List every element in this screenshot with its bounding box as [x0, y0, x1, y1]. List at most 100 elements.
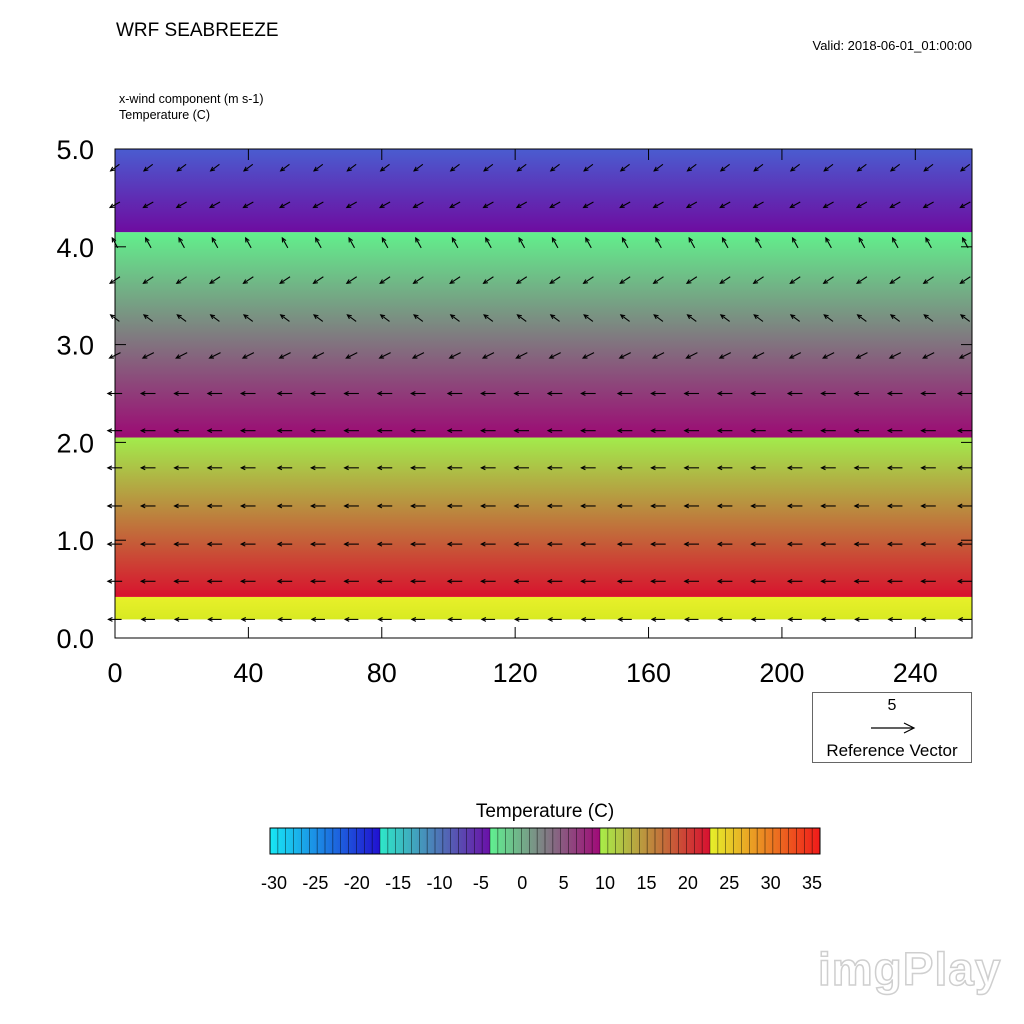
y-tick-label: 0.0	[56, 624, 94, 654]
wind-arrow	[616, 541, 633, 547]
wind-arrow	[546, 503, 563, 509]
wind-arrow	[448, 352, 461, 359]
wind-arrow	[276, 578, 293, 584]
wind-arrow	[239, 465, 256, 471]
wind-arrow	[206, 391, 223, 396]
wind-arrow	[175, 276, 187, 285]
wind-arrow	[310, 616, 326, 622]
wind-arrow	[277, 616, 292, 622]
wind-arrow	[719, 314, 730, 322]
reference-vector-label: Reference Vector	[826, 741, 958, 760]
wind-arrow	[580, 503, 596, 509]
wind-arrow	[753, 314, 764, 322]
wind-arrow	[751, 352, 765, 359]
colorbar-frame	[269, 827, 821, 855]
wind-arrow	[209, 163, 220, 172]
wind-arrow	[686, 314, 697, 322]
field-label-wind: x-wind component (m s-1)	[119, 92, 264, 106]
wind-arrow	[889, 314, 901, 322]
wind-arrow	[889, 201, 901, 209]
wind-arrow	[376, 578, 393, 584]
wind-arrow	[312, 276, 324, 285]
wind-arrow	[925, 236, 932, 249]
wind-arrow	[958, 352, 972, 359]
wind-arrow	[379, 163, 390, 172]
wind-arrow	[653, 314, 664, 322]
wind-arrow	[241, 352, 255, 359]
wind-arrow	[853, 428, 870, 434]
wind-arrow	[617, 616, 632, 622]
wind-arrow	[923, 163, 934, 172]
wind-arrow	[683, 465, 700, 471]
wind-arrow	[413, 163, 424, 172]
wind-arrow	[821, 352, 835, 359]
wind-arrow	[685, 352, 698, 359]
plot-title: WRF SEABREEZE	[116, 20, 279, 41]
wind-arrow	[650, 541, 666, 547]
temperature-layer	[115, 437, 972, 597]
wind-arrow	[312, 201, 324, 209]
wind-arrow	[480, 465, 496, 471]
wind-arrow	[755, 236, 762, 249]
temperature-layers	[115, 149, 972, 638]
wind-arrow	[820, 616, 836, 622]
wind-arrow	[480, 428, 496, 434]
wind-arrow	[825, 236, 832, 249]
wind-arrow	[956, 541, 973, 547]
wind-arrow	[685, 201, 698, 209]
temperature-layer	[115, 149, 972, 233]
wind-arrow	[750, 465, 766, 471]
wind-arrow	[381, 236, 389, 249]
wind-arrow	[650, 465, 666, 471]
wind-arrow	[750, 541, 766, 547]
wind-arrow	[480, 391, 496, 396]
wind-arrow	[206, 541, 223, 547]
wind-arrow	[276, 465, 293, 471]
wind-vectors	[106, 163, 973, 622]
wind-arrow	[856, 314, 867, 322]
wind-arrow	[547, 616, 562, 622]
x-tick-label: 240	[893, 658, 938, 688]
colorbar-label: 10	[595, 873, 615, 893]
wind-arrow	[788, 352, 802, 359]
wind-arrow	[920, 541, 936, 547]
colorbar-title: Temperature (C)	[475, 801, 615, 822]
wind-arrow	[175, 201, 187, 209]
field-label-temperature: Temperature (C)	[119, 108, 210, 122]
wind-arrow	[650, 391, 666, 396]
wind-arrow	[546, 578, 563, 584]
wind-arrow	[956, 391, 973, 396]
wind-arrow	[173, 616, 189, 622]
colorbar-label: 0	[517, 873, 527, 893]
wind-arrow	[446, 503, 463, 509]
wind-arrow	[415, 236, 422, 249]
wind-arrow	[582, 276, 594, 285]
wind-arrow	[721, 236, 729, 249]
wind-arrow	[752, 276, 764, 285]
wind-arrow	[650, 578, 666, 584]
wind-arrow	[853, 391, 870, 396]
wind-arrow	[345, 201, 357, 209]
wind-arrow	[786, 578, 803, 584]
wind-arrow	[683, 541, 700, 547]
wind-arrow	[379, 314, 390, 322]
wind-arrow	[279, 163, 290, 172]
wind-arrow	[549, 314, 560, 322]
wind-arrow	[451, 236, 459, 249]
wind-arrow	[173, 503, 189, 509]
wind-arrow	[853, 541, 870, 547]
wind-arrow	[142, 201, 154, 209]
wind-arrow	[276, 503, 293, 509]
temperature-layer	[115, 232, 972, 438]
wind-arrow	[549, 201, 561, 209]
wind-arrow	[956, 578, 973, 584]
wind-arrow	[206, 428, 223, 434]
valid-time: Valid: 2018-06-01_01:00:00	[812, 38, 973, 53]
wind-arrow	[957, 616, 972, 622]
wind-arrow	[716, 465, 733, 471]
wind-arrow	[685, 276, 698, 285]
wind-arrow	[413, 314, 424, 322]
wind-arrow	[580, 428, 596, 434]
wind-arrow	[139, 428, 156, 434]
wind-arrow	[619, 314, 630, 322]
